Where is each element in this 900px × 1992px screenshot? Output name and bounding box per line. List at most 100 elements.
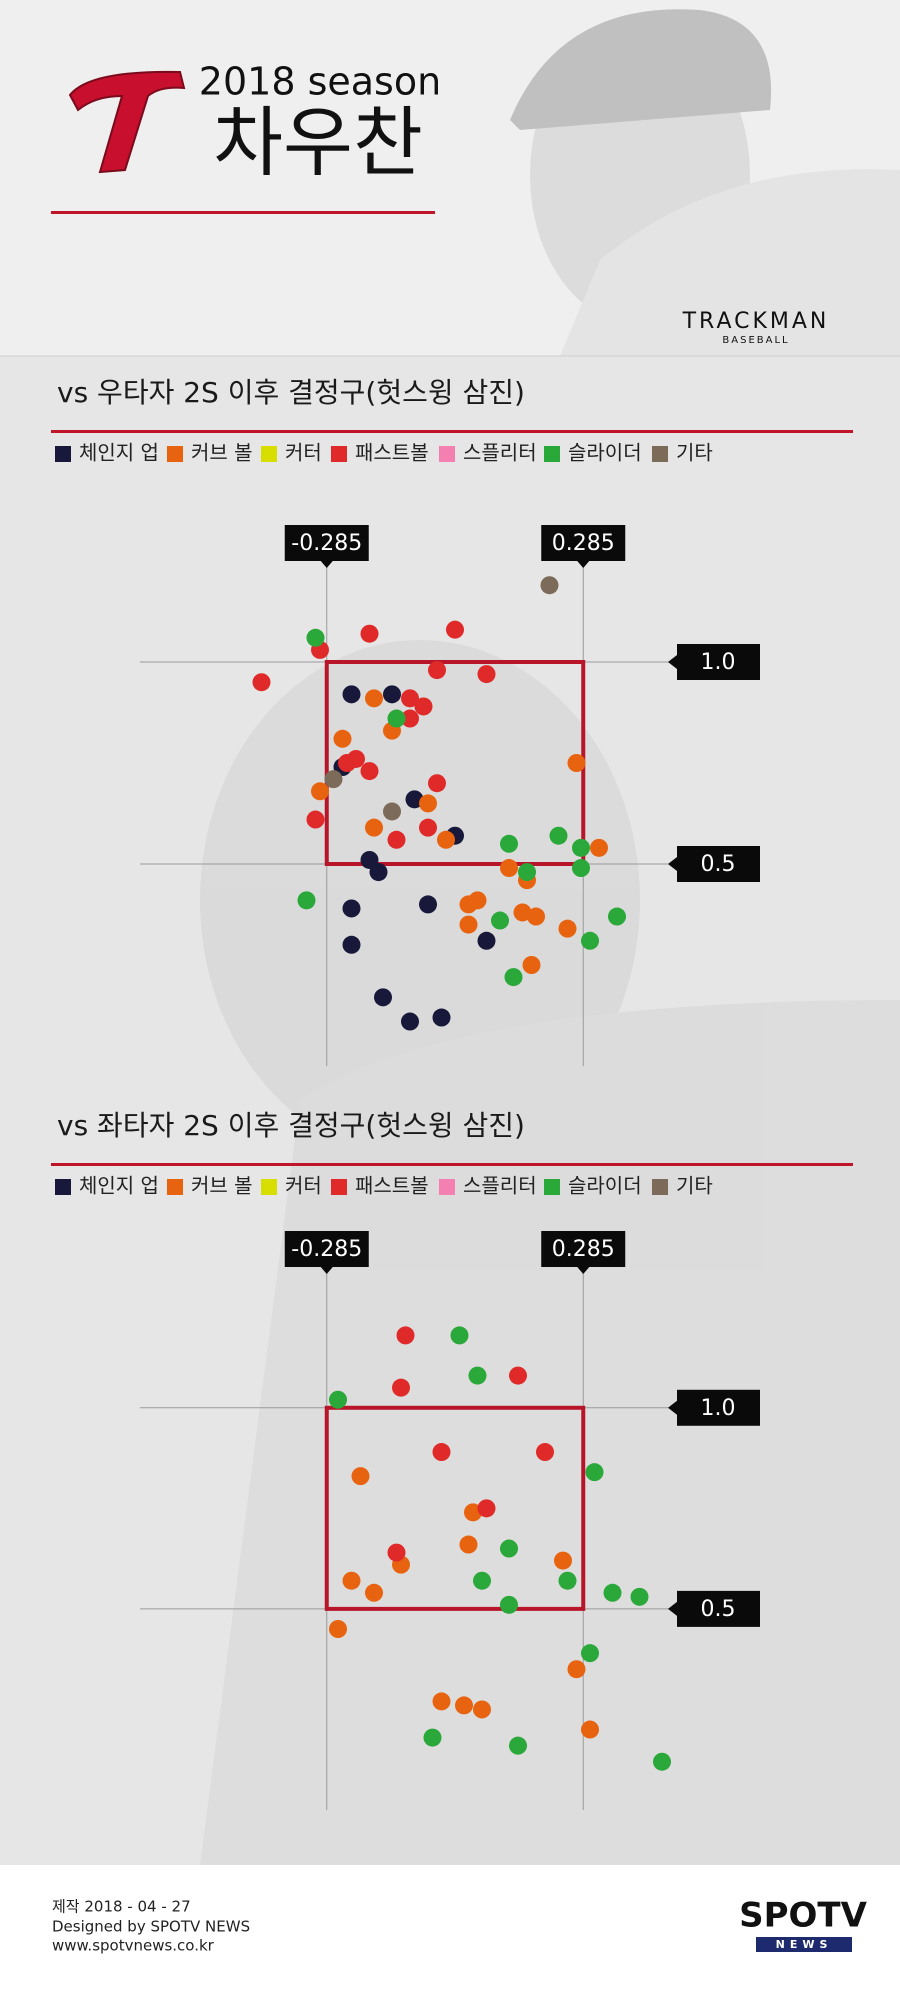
pitch-point [432,1008,451,1027]
pitch-point [360,762,379,781]
pitch-point [383,685,401,704]
legend-label: 스플리터 [463,1174,537,1198]
tick-box [541,1231,626,1267]
y-tick-label: 1.0 [701,1396,736,1421]
pitch-point [306,810,325,829]
pitch-point [567,1660,586,1679]
pitch-point [468,1366,487,1385]
legend-label: 패스트볼 [355,1174,429,1198]
pitch-point [311,782,329,801]
pitch-point [500,859,518,878]
pitch-point [536,1443,554,1462]
strike-zone [324,1405,586,1611]
legend-label: 기타 [676,441,713,465]
pitch-point [581,931,599,950]
x-tick-label: 0.285 [552,531,615,556]
y-tick-label: 1.0 [701,650,736,675]
pitch-point [437,830,455,849]
pitch-point [590,838,608,857]
pitch-point [392,1378,410,1397]
pitch-point [554,1551,572,1570]
legend-label: 커터 [285,441,322,465]
pitch-point [419,895,437,914]
pitch-point [387,1543,406,1562]
pitch-point [464,1503,482,1522]
pitch-point [419,794,437,813]
pitch-point [581,1644,599,1663]
pitch-point [477,665,496,684]
pitch-point [432,1443,451,1462]
tick-pointer [577,1267,590,1274]
tick-pointer [668,857,677,871]
legend-label: 스플리터 [463,441,537,465]
pitch-point [342,1571,361,1590]
bg-photo [200,640,900,1865]
tick-box [677,846,760,882]
pitch-point [518,863,536,882]
logo-bottom: NEWS [776,1938,833,1951]
pitch-point [401,709,419,728]
pitch-point [459,895,478,914]
tick-pointer [668,1601,677,1616]
x-tick-label: 0.285 [552,1237,615,1262]
legend-swatch [652,446,668,462]
legend-swatch [261,446,277,462]
tick-pointer [320,1267,333,1274]
legend-swatch [544,446,560,462]
credit: 제작 2018 - 04 - 27 [52,1898,191,1916]
x-tick-label: -0.285 [291,1237,362,1262]
tick-box [677,1389,760,1426]
pitch-point [527,907,545,926]
chart-title: vs 우타자 2S 이후 결정구(헛스윙 삼진) [57,376,525,409]
season: 2018 season [199,60,441,104]
pitch-point [473,1700,491,1719]
player-photo [510,9,900,356]
y-tick-label: 0.5 [701,1597,736,1622]
pitch-point [365,1583,383,1602]
pitch-point [630,1587,649,1606]
pitch-point [342,685,361,704]
tick-box [284,525,369,561]
pitch-point [252,673,271,692]
pitch-point [351,1467,370,1486]
pitch-point [414,697,433,716]
legend-label: 체인지 업 [79,1174,159,1198]
legend-swatch [55,446,71,462]
pitch-point [459,915,478,934]
pitch-point [365,689,383,708]
pitch-point [585,1463,604,1482]
pitch-point [450,1326,469,1345]
logo-bar [756,1937,852,1952]
legend-swatch [439,446,455,462]
legend-swatch [331,446,347,462]
pitch-point [432,1692,451,1711]
pitch-point [558,919,577,938]
pitch-point [324,770,343,789]
pitch-point [504,968,523,987]
legend-swatch [55,1179,71,1195]
pitch-point [342,899,361,918]
pitch-point [572,859,590,878]
url: www.spotvnews.co.kr [52,1937,215,1955]
player-name: 차우찬 [213,98,423,187]
pitch-point [338,754,356,772]
legend-swatch [167,1179,183,1195]
tick-box [541,525,626,561]
team-logo [68,70,186,174]
pitch-point [581,1720,599,1739]
y-tick-label: 0.5 [701,852,736,877]
pitch-point [387,709,406,728]
pitch-point [509,1736,527,1755]
pitch-point [500,1539,518,1558]
tick-pointer [668,1400,677,1415]
pitch-point [329,1390,347,1409]
tick-pointer [668,655,677,669]
pitch-point [387,830,406,849]
header-rule [51,211,435,214]
pitch-point [306,628,325,647]
tick-box [284,1231,369,1267]
legend-swatch [652,1179,668,1195]
pitch-point [369,863,388,882]
pitch-point [383,802,401,821]
